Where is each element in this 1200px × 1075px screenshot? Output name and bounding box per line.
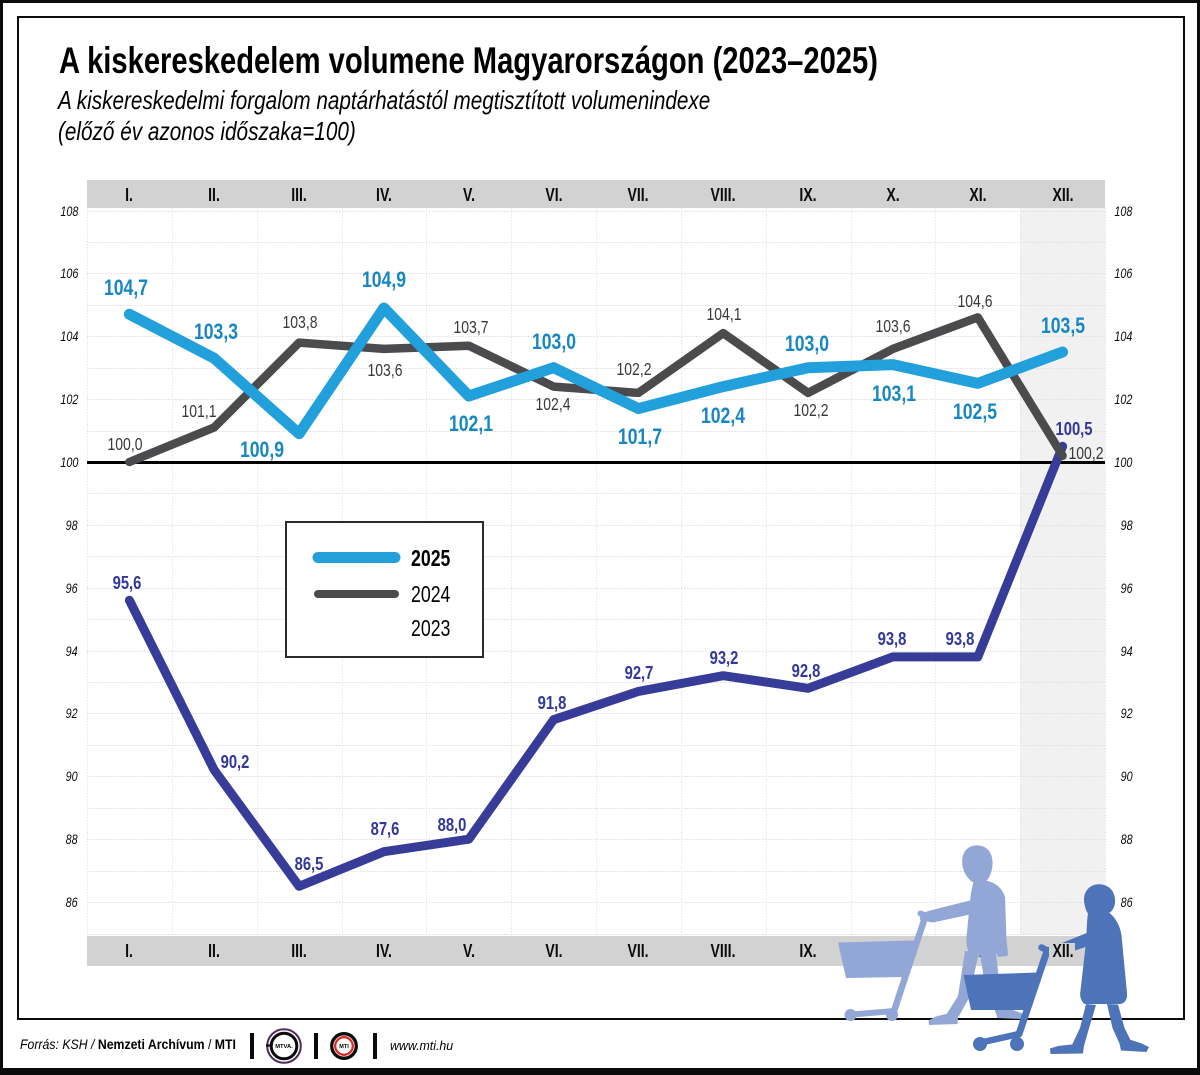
- svg-text:MTVA.: MTVA.: [275, 1044, 293, 1050]
- svg-text:MTI: MTI: [339, 1044, 349, 1050]
